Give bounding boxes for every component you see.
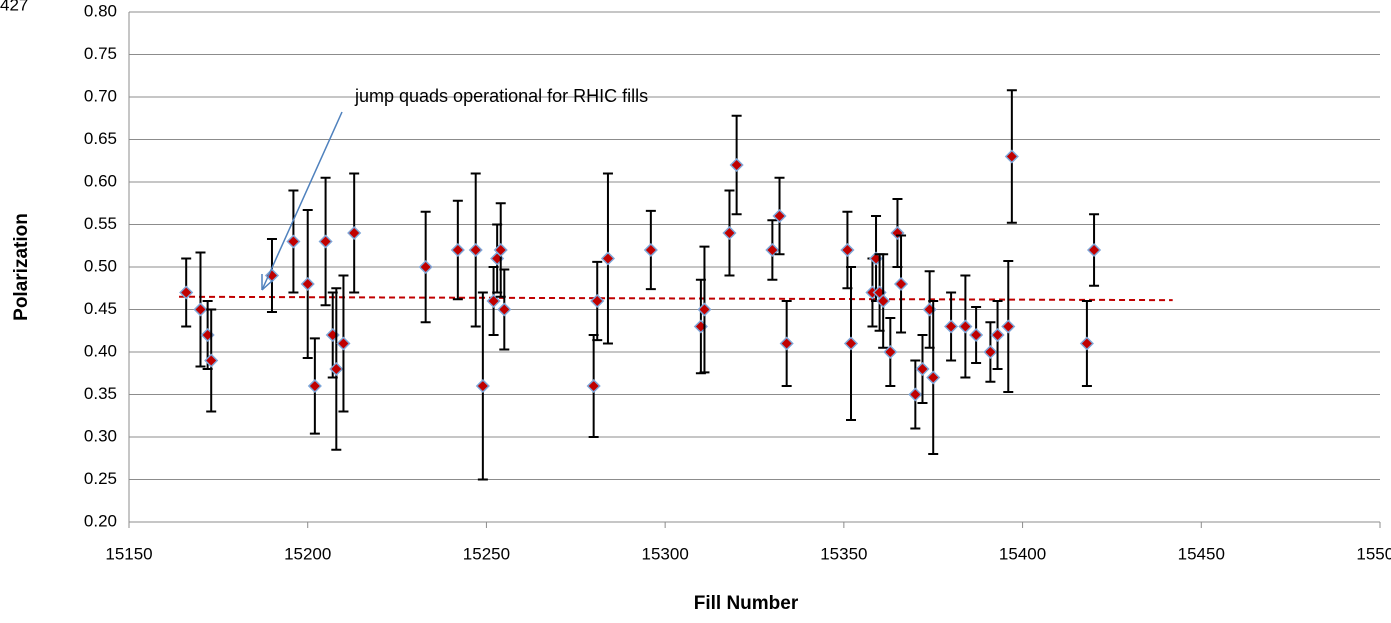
point <box>765 242 780 258</box>
point <box>1079 336 1094 351</box>
point <box>926 370 941 385</box>
point <box>590 293 605 309</box>
point <box>876 293 891 309</box>
point <box>493 242 508 258</box>
point <box>915 361 930 377</box>
point <box>1001 319 1016 334</box>
x-tick-label: 15400 <box>999 544 1046 563</box>
point <box>329 361 344 377</box>
point <box>486 293 501 309</box>
point <box>908 387 923 402</box>
point <box>697 302 712 317</box>
point <box>307 378 322 394</box>
point <box>347 225 362 241</box>
point <box>779 336 794 351</box>
y-tick-label: 0.70 <box>84 86 117 105</box>
point <box>450 242 465 258</box>
point <box>336 336 351 351</box>
y-tick-label: 0.20 <box>84 511 117 530</box>
point <box>990 327 1005 343</box>
point <box>204 353 219 368</box>
point <box>497 302 512 317</box>
x-tick-label: 15500 <box>1356 544 1391 563</box>
point <box>1004 149 1019 164</box>
point <box>944 319 959 334</box>
y-tick-label: 0.50 <box>84 256 117 275</box>
point <box>883 344 898 360</box>
x-tick-label: 15250 <box>463 544 510 563</box>
x-tick-label: 15450 <box>1178 544 1225 563</box>
y-tick-label: 0.65 <box>84 129 117 148</box>
y-axis-title: Polarization <box>11 213 32 321</box>
point <box>286 234 301 249</box>
point <box>983 344 998 360</box>
x-tick-label: 15200 <box>284 544 331 563</box>
point <box>772 208 787 224</box>
y-tick-label: 0.45 <box>84 299 117 318</box>
x-tick-label: 15350 <box>820 544 867 563</box>
y-tick-label: 0.55 <box>84 214 117 233</box>
point <box>722 225 737 241</box>
point <box>418 259 433 275</box>
y-tick-label: 0.25 <box>84 469 117 488</box>
point <box>1086 242 1102 258</box>
point <box>600 251 616 266</box>
mean-line <box>179 295 1173 302</box>
point <box>843 336 859 351</box>
y-tick-label: 0.60 <box>84 171 117 190</box>
x-axis-title: Fill Number <box>694 593 799 614</box>
point <box>318 234 333 249</box>
point <box>969 327 984 343</box>
point <box>300 276 315 292</box>
point <box>729 157 744 173</box>
annotation-arrow <box>261 111 343 291</box>
point <box>643 242 658 258</box>
point <box>586 378 601 394</box>
x-tick-label: 15150 <box>105 544 152 563</box>
point <box>193 302 208 317</box>
point <box>958 319 973 334</box>
y-tick-label: 0.80 <box>84 1 117 20</box>
y-tick-label: 0.40 <box>84 341 117 360</box>
y-tick-label: 0.75 <box>84 44 117 63</box>
point <box>468 242 483 258</box>
point <box>475 378 490 394</box>
point <box>893 276 909 292</box>
y-tick-label: 0.35 <box>84 384 117 403</box>
annotation-arrowhead <box>261 274 274 291</box>
point <box>179 285 194 300</box>
point <box>840 242 855 258</box>
x-tick-label: 15300 <box>642 544 689 563</box>
corner-text: 427 <box>0 0 28 14</box>
annotation: jump quads operational for RHIC fills <box>354 86 648 106</box>
y-tick-label: 0.30 <box>84 426 117 445</box>
